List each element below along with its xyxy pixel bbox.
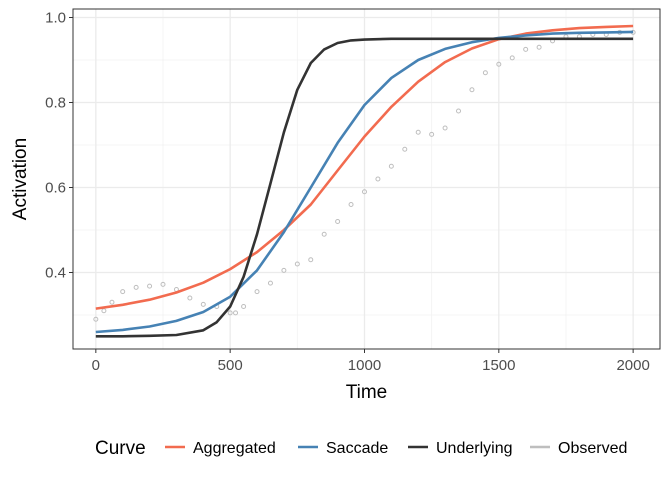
observed-point bbox=[335, 219, 341, 224]
legend-item-observed: Observed bbox=[530, 440, 627, 457]
x-tick-label: 500 bbox=[218, 357, 243, 374]
observed-point bbox=[482, 70, 488, 76]
series-layer bbox=[93, 24, 636, 338]
observed-point bbox=[160, 281, 166, 287]
grid-minor bbox=[73, 9, 660, 349]
observed-point bbox=[321, 231, 327, 237]
observed-point bbox=[109, 299, 115, 305]
legend-item-aggregated: Aggregated bbox=[165, 440, 276, 457]
observed-point bbox=[233, 310, 239, 316]
observed-point bbox=[120, 289, 126, 295]
legend-title: Curve bbox=[95, 438, 146, 459]
observed-point bbox=[133, 284, 139, 290]
legend-item-underlying: Underlying bbox=[408, 440, 512, 457]
observed-point bbox=[147, 283, 153, 289]
x-axis-title: Time bbox=[346, 382, 388, 403]
legend-label: Saccade bbox=[326, 440, 388, 457]
y-tick-label: 0.6 bbox=[45, 180, 66, 197]
y-tick-label: 1.0 bbox=[45, 10, 66, 27]
y-tick-label: 0.4 bbox=[45, 265, 66, 282]
series-line-aggregated bbox=[95, 24, 634, 310]
observed-point bbox=[294, 261, 300, 267]
observed-point bbox=[402, 146, 408, 152]
observed-point bbox=[93, 316, 99, 322]
observed-point bbox=[241, 304, 247, 309]
observed-point bbox=[456, 108, 462, 114]
grid-major bbox=[73, 9, 660, 349]
x-tick-label: 1000 bbox=[348, 357, 381, 374]
legend-label: Aggregated bbox=[193, 440, 276, 457]
observed-point bbox=[254, 289, 260, 295]
legend-label: Observed bbox=[558, 440, 627, 457]
legend-label: Underlying bbox=[436, 440, 512, 457]
observed-point bbox=[388, 163, 394, 169]
x-axis-ticks: 0 500 1000 1500 2000 bbox=[92, 349, 650, 374]
y-axis-ticks: 0.4 0.6 0.8 1.0 bbox=[45, 10, 73, 282]
series-line-saccade bbox=[95, 30, 634, 334]
legend-item-saccade: Saccade bbox=[298, 440, 388, 457]
observed-point bbox=[469, 87, 475, 93]
observed-point bbox=[227, 310, 233, 316]
observed-point bbox=[509, 55, 515, 61]
series-observed bbox=[93, 29, 636, 322]
y-tick-label: 0.8 bbox=[45, 95, 66, 112]
observed-point bbox=[348, 202, 354, 207]
observed-point bbox=[536, 44, 542, 50]
observed-point bbox=[267, 280, 273, 286]
plot-panel-border bbox=[72, 8, 661, 350]
observed-point bbox=[200, 301, 206, 307]
observed-point bbox=[523, 46, 529, 52]
observed-point bbox=[429, 131, 435, 137]
legend: Curve Aggregated Saccade Underlying Observe… bbox=[95, 438, 627, 459]
x-tick-label: 2000 bbox=[616, 357, 649, 374]
x-tick-label: 1500 bbox=[482, 357, 515, 374]
observed-point bbox=[375, 176, 381, 182]
observed-point bbox=[281, 267, 287, 273]
y-axis-title: Activation bbox=[10, 138, 31, 220]
observed-point bbox=[187, 295, 193, 301]
observed-point bbox=[361, 189, 367, 195]
observed-point bbox=[308, 257, 314, 263]
observed-point bbox=[415, 129, 421, 135]
x-tick-label: 0 bbox=[92, 357, 100, 374]
observed-point bbox=[496, 61, 502, 67]
series-line-underlying bbox=[95, 37, 634, 338]
observed-point bbox=[442, 125, 448, 131]
